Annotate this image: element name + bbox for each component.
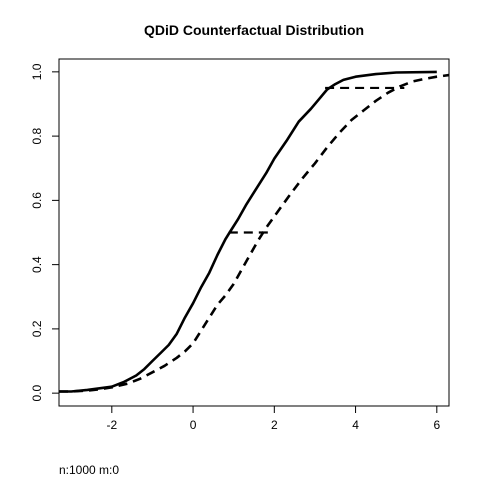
y-tick-label: 0.2 bbox=[30, 320, 44, 337]
series-layer bbox=[59, 70, 449, 393]
x-tick-label: 4 bbox=[352, 418, 359, 432]
x-tick-label: 6 bbox=[433, 418, 440, 432]
y-tick-label: 0.6 bbox=[30, 192, 44, 209]
chart-title: QDiD Counterfactual Distribution bbox=[144, 22, 364, 38]
x-tick-label: 2 bbox=[271, 418, 278, 432]
dashed-cdf-line bbox=[59, 73, 449, 393]
x-axis: -2 0 2 4 6 bbox=[106, 406, 440, 432]
y-tick-label: 0.4 bbox=[30, 256, 44, 273]
y-tick-label: 0.8 bbox=[30, 127, 44, 144]
sample-note: n:1000 m:0 bbox=[59, 463, 119, 477]
y-tick-label: 1.0 bbox=[30, 63, 44, 80]
x-tick-label: -2 bbox=[106, 418, 117, 432]
y-tick-label: 0.0 bbox=[30, 384, 44, 401]
y-axis: 0.0 0.2 0.4 0.6 0.8 1.0 bbox=[30, 63, 59, 401]
x-tick-label: 0 bbox=[190, 418, 197, 432]
plot-frame bbox=[58, 58, 450, 407]
segment-layer bbox=[228, 86, 405, 234]
